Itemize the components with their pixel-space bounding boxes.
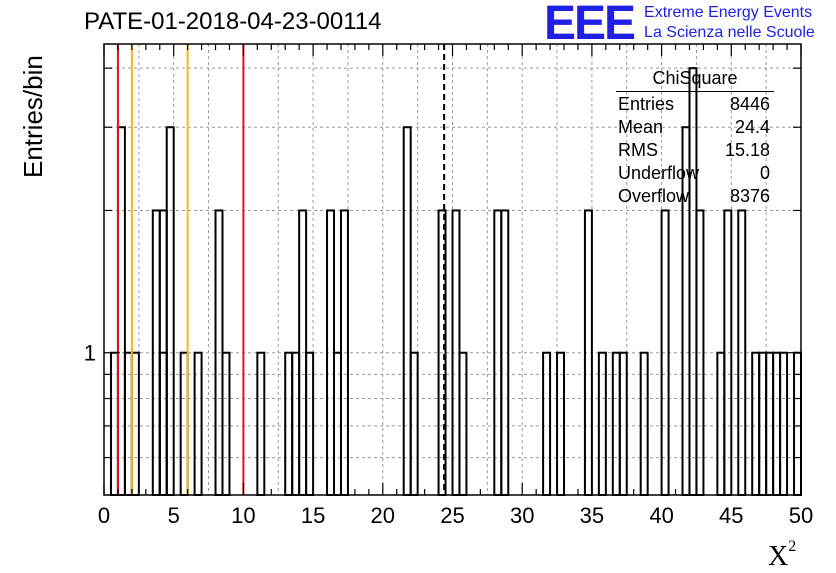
x-tick-label: 10	[231, 503, 255, 528]
stats-title: ChiSquare	[610, 68, 780, 92]
stats-value: 15.18	[724, 140, 770, 160]
stats-value: 24.4	[734, 117, 770, 137]
stats-label: Entries	[618, 94, 675, 114]
x-tick-label: 45	[719, 503, 743, 528]
x-tick-label: 40	[649, 503, 673, 528]
histogram-bar	[165, 126, 175, 496]
stats-title-underline	[616, 91, 774, 92]
x-tick-label: 5	[168, 503, 180, 528]
stats-box: ChiSquare Entries 8446 Mean 24.4 RMS 15.18 Und…	[610, 68, 780, 208]
stats-row-underflow: Underflow 0	[610, 162, 780, 185]
stats-row-rms: RMS 15.18	[610, 139, 780, 162]
x-tick-label: 15	[301, 503, 325, 528]
stats-row-overflow: Overflow 8376	[610, 185, 780, 208]
stats-label: Mean	[618, 117, 664, 137]
x-axis-label-sup: 2	[788, 538, 797, 555]
stats-label: Overflow	[618, 186, 690, 206]
stats-row-entries: Entries 8446	[610, 93, 780, 116]
stats-label: RMS	[618, 140, 658, 160]
x-tick-label: 30	[510, 503, 534, 528]
stats-value: 0	[759, 163, 770, 183]
eee-logo-mark: EEE	[544, 0, 636, 50]
stats-value: 8446	[729, 94, 770, 114]
histogram-bar	[116, 126, 126, 496]
stats-title-text: ChiSquare	[652, 68, 738, 88]
stats-label: Underflow	[618, 163, 700, 183]
x-tick-label: 25	[440, 503, 464, 528]
histogram-bar	[402, 126, 412, 496]
x-tick-label: 20	[371, 503, 395, 528]
stats-value: 8376	[729, 186, 770, 206]
eee-logo-text: Extreme Energy Events La Scienza nelle S…	[644, 3, 815, 43]
x-tick-label: 0	[98, 503, 110, 528]
chart-title: PATE-01-2018-04-23-00114	[84, 8, 382, 35]
x-axis-label: X2	[768, 538, 796, 573]
x-tick-label: 50	[789, 503, 813, 528]
y-tick-label: 1	[84, 341, 96, 366]
logo-line-2: La Scienza nelle Scuole	[644, 24, 815, 41]
stats-row-mean: Mean 24.4	[610, 116, 780, 139]
x-axis-label-base: X	[768, 541, 789, 572]
x-tick-label: 35	[580, 503, 604, 528]
eee-logo: EEE Extreme Energy Events La Scienza nel…	[544, 0, 815, 50]
logo-line-1: Extreme Energy Events	[644, 4, 813, 21]
stats-rows: Entries 8446 Mean 24.4 RMS 15.18 Underflow 0 Ove…	[610, 93, 780, 208]
